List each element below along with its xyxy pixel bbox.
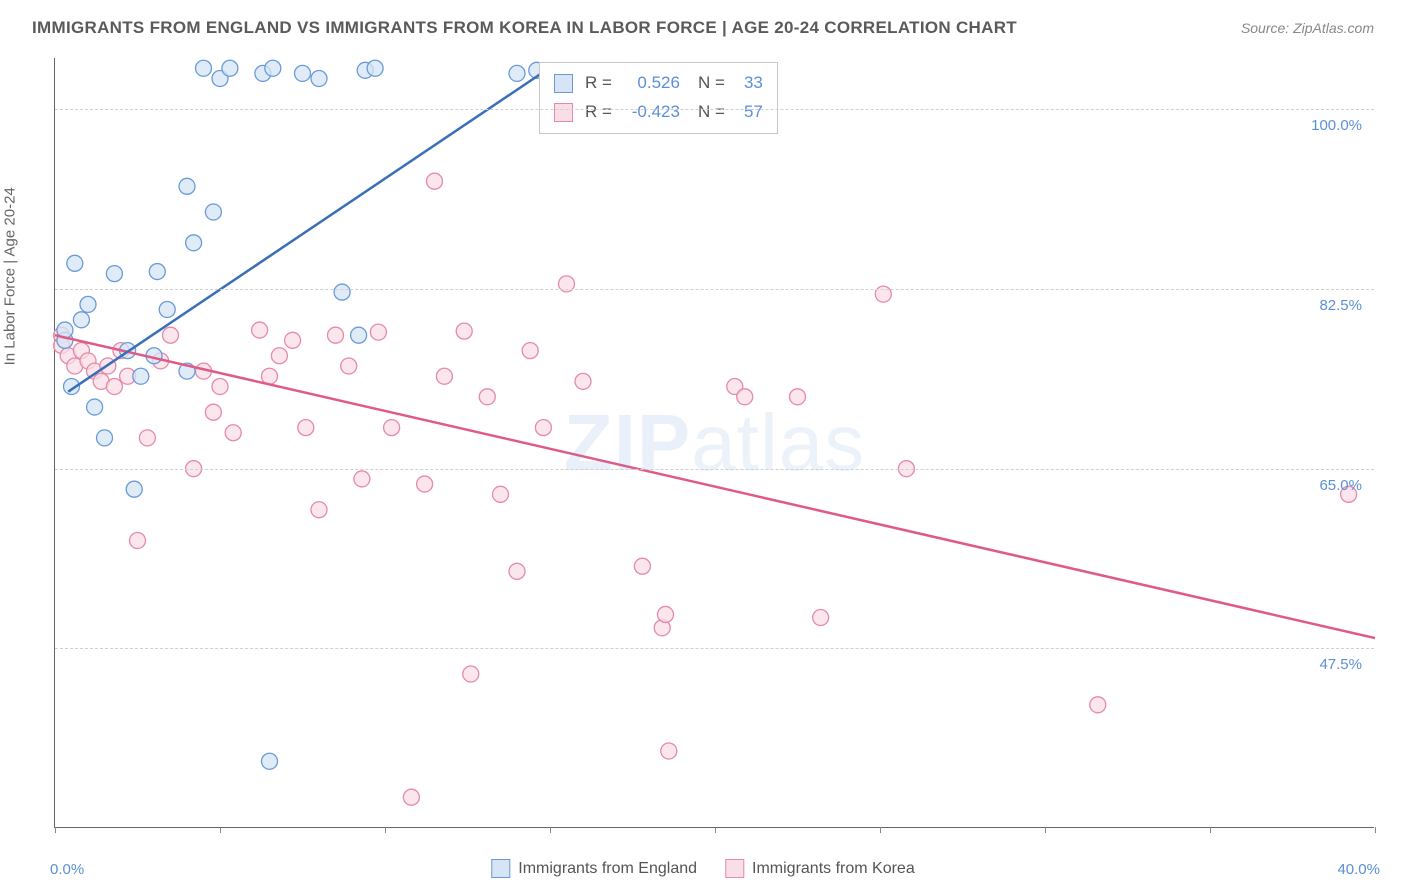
r-value-korea: -0.423: [620, 98, 680, 127]
swatch-england-icon: [554, 74, 573, 93]
legend-label-korea: Immigrants from Korea: [752, 860, 915, 878]
data-point: [354, 471, 370, 487]
plot-area: ZIPatlas R = 0.526 N = 33 R = -0.423 N =…: [54, 58, 1374, 828]
data-point: [159, 302, 175, 318]
x-max-label: 40.0%: [1337, 861, 1380, 878]
y-tick-label: 65.0%: [1319, 477, 1362, 494]
legend-label-england: Immigrants from England: [518, 860, 697, 878]
data-point: [106, 379, 122, 395]
trend-line: [68, 63, 556, 392]
corr-row-england: R = 0.526 N = 33: [554, 69, 763, 98]
data-point: [196, 60, 212, 76]
data-point: [311, 502, 327, 518]
data-point: [479, 389, 495, 405]
data-point: [384, 420, 400, 436]
data-point: [205, 404, 221, 420]
data-point: [133, 368, 149, 384]
data-point: [341, 358, 357, 374]
y-axis-label: In Labor Force | Age 20-24: [2, 187, 19, 365]
data-point: [328, 327, 344, 343]
data-point: [522, 343, 538, 359]
data-point: [456, 323, 472, 339]
data-point: [149, 264, 165, 280]
data-point: [97, 430, 113, 446]
r-value-england: 0.526: [620, 69, 680, 98]
data-point: [417, 476, 433, 492]
y-tick-label: 47.5%: [1319, 656, 1362, 673]
trend-line: [55, 335, 1375, 638]
n-label: N =: [698, 69, 725, 98]
data-point: [535, 420, 551, 436]
data-point: [285, 332, 301, 348]
data-point: [311, 71, 327, 87]
data-point: [661, 743, 677, 759]
data-point: [493, 486, 509, 502]
data-point: [427, 173, 443, 189]
data-point: [265, 60, 281, 76]
swatch-korea-icon: [554, 103, 573, 122]
data-point: [80, 296, 96, 312]
data-point: [790, 389, 806, 405]
n-value-england: 33: [733, 69, 763, 98]
data-point: [1090, 697, 1106, 713]
y-tick-label: 100.0%: [1311, 117, 1362, 134]
correlation-legend-box: R = 0.526 N = 33 R = -0.423 N = 57: [539, 62, 778, 134]
data-point: [370, 324, 386, 340]
data-point: [179, 178, 195, 194]
data-point: [252, 322, 268, 338]
data-point: [205, 204, 221, 220]
swatch-england-icon: [491, 859, 510, 878]
y-tick-label: 82.5%: [1319, 297, 1362, 314]
data-point: [634, 558, 650, 574]
data-point: [367, 60, 383, 76]
r-label: R =: [585, 69, 612, 98]
data-point: [262, 753, 278, 769]
corr-row-korea: R = -0.423 N = 57: [554, 98, 763, 127]
data-point: [106, 266, 122, 282]
chart-title: IMMIGRANTS FROM ENGLAND VS IMMIGRANTS FR…: [32, 18, 1017, 38]
data-point: [222, 60, 238, 76]
scatter-svg: [55, 58, 1374, 827]
data-point: [575, 373, 591, 389]
data-point: [139, 430, 155, 446]
x-min-label: 0.0%: [50, 861, 84, 878]
data-point: [351, 327, 367, 343]
data-point: [126, 481, 142, 497]
n-value-korea: 57: [733, 98, 763, 127]
source-attribution: Source: ZipAtlas.com: [1241, 20, 1374, 36]
data-point: [271, 348, 287, 364]
swatch-korea-icon: [725, 859, 744, 878]
legend-item-england: Immigrants from England: [491, 859, 697, 878]
data-point: [298, 420, 314, 436]
data-point: [212, 379, 228, 395]
legend-item-korea: Immigrants from Korea: [725, 859, 915, 878]
data-point: [130, 533, 146, 549]
legend-bottom: Immigrants from England Immigrants from …: [491, 859, 914, 878]
data-point: [73, 312, 89, 328]
data-point: [186, 235, 202, 251]
data-point: [436, 368, 452, 384]
data-point: [225, 425, 241, 441]
data-point: [334, 284, 350, 300]
data-point: [737, 389, 753, 405]
data-point: [403, 789, 419, 805]
data-point: [67, 255, 83, 271]
data-point: [509, 563, 525, 579]
data-point: [658, 606, 674, 622]
data-point: [509, 65, 525, 81]
data-point: [295, 65, 311, 81]
data-point: [463, 666, 479, 682]
r-label: R =: [585, 98, 612, 127]
data-point: [87, 399, 103, 415]
data-point: [813, 610, 829, 626]
n-label: N =: [698, 98, 725, 127]
data-point: [163, 327, 179, 343]
